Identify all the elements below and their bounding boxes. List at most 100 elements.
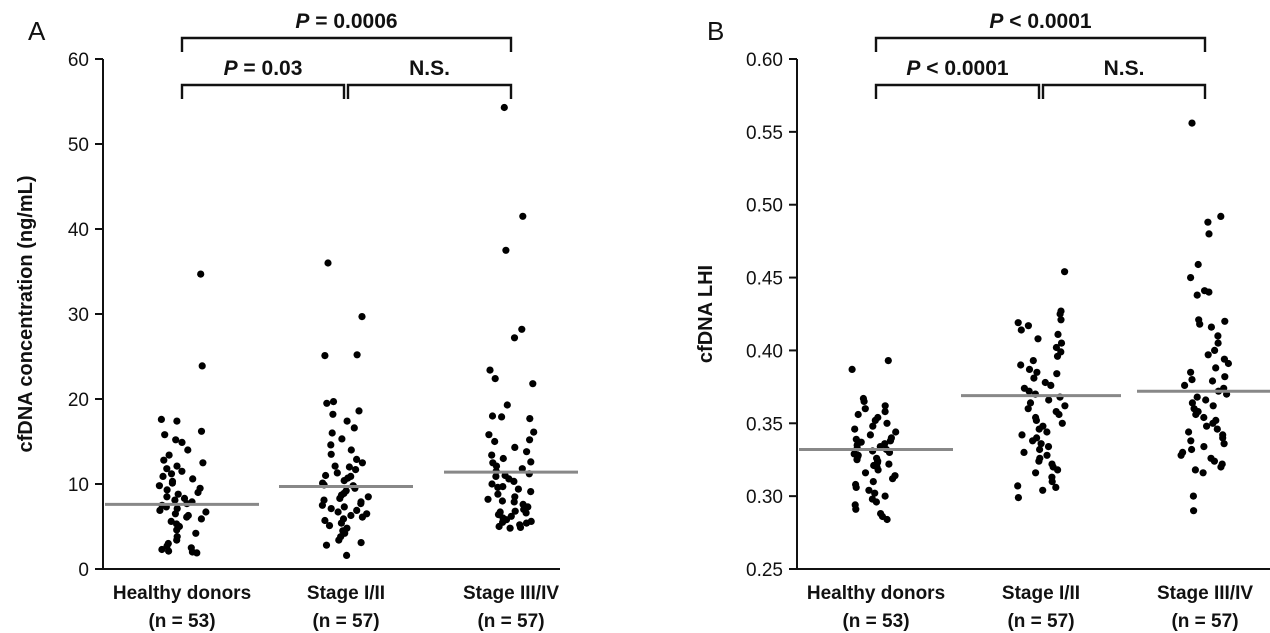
data-point: [1030, 374, 1038, 382]
data-point: [498, 413, 506, 421]
data-point: [358, 313, 366, 321]
data-point: [848, 365, 856, 373]
data-point: [503, 401, 511, 409]
x-category-n: (n = 57): [1007, 611, 1074, 632]
data-point: [1188, 399, 1196, 407]
data-point: [886, 437, 895, 445]
data-point: [197, 515, 205, 523]
data-point: [527, 458, 535, 466]
data-point: [160, 456, 168, 464]
data-point: [1205, 288, 1213, 296]
data-point: [499, 518, 507, 526]
data-point: [500, 103, 508, 112]
data-point: [172, 436, 180, 444]
data-point: [173, 462, 181, 470]
data-point: [352, 466, 360, 474]
data-point: [167, 470, 176, 478]
p-value-label: N.S.: [1104, 57, 1145, 80]
y-tick-label: 0.35: [746, 414, 783, 435]
data-point: [506, 524, 514, 532]
data-point: [511, 507, 519, 515]
data-point: [1025, 387, 1033, 395]
data-point: [1187, 437, 1195, 445]
data-point: [511, 443, 519, 451]
data-point: [161, 431, 169, 439]
data-point: [529, 380, 537, 388]
data-point: [881, 402, 889, 410]
data-point: [866, 431, 875, 439]
data-point: [1058, 419, 1066, 427]
data-point: [1220, 440, 1228, 448]
data-point: [1024, 405, 1032, 413]
panel-label: A: [28, 16, 46, 46]
data-point: [171, 510, 179, 518]
data-point: [1043, 451, 1051, 459]
data-point: [1187, 274, 1195, 282]
data-point: [329, 398, 338, 406]
data-point: [199, 459, 207, 467]
data-point: [165, 547, 173, 555]
data-point: [871, 489, 879, 497]
data-point: [1035, 425, 1043, 433]
y-tick-label: 0.25: [746, 560, 783, 581]
data-point: [885, 460, 893, 468]
data-point: [519, 212, 527, 220]
data-point: [159, 472, 167, 480]
data-point: [484, 495, 492, 503]
data-point: [1034, 335, 1042, 343]
x-category-label: Healthy donors: [113, 583, 251, 604]
data-point: [358, 459, 366, 467]
data-point: [1043, 428, 1051, 436]
data-point: [324, 259, 332, 267]
data-point: [322, 541, 331, 549]
data-point: [1217, 212, 1225, 220]
data-point: [1024, 322, 1032, 330]
data-point: [881, 492, 889, 500]
data-point: [364, 493, 372, 501]
data-point: [1212, 364, 1220, 372]
data-point: [337, 519, 345, 527]
data-point: [198, 362, 206, 370]
x-category-n: (n = 57): [312, 611, 379, 632]
data-point: [184, 446, 192, 454]
data-point: [355, 407, 363, 415]
data-point: [491, 375, 499, 383]
data-point: [1014, 319, 1022, 327]
data-point: [1014, 482, 1022, 490]
data-point: [865, 486, 873, 494]
p-value-text: = 0.03: [238, 57, 303, 80]
data-point: [488, 451, 496, 459]
data-point: [1033, 368, 1041, 376]
data-point: [1209, 419, 1217, 427]
p-value-text: < 0.0001: [920, 57, 1008, 80]
data-point: [1188, 119, 1196, 127]
data-point: [488, 412, 497, 420]
significance-bracket: [346, 83, 513, 99]
data-point: [353, 506, 361, 514]
data-point: [322, 471, 330, 480]
data-point: [1037, 440, 1045, 448]
data-point: [884, 357, 892, 365]
data-point: [336, 494, 344, 502]
p-value-label: P < 0.0001: [989, 10, 1091, 33]
data-point: [156, 506, 164, 514]
data-point: [171, 496, 179, 504]
data-point: [498, 497, 506, 505]
data-point: [1190, 507, 1198, 515]
data-point: [1057, 339, 1066, 347]
p-value-text: = 0.0006: [309, 10, 397, 33]
y-tick-label: 0.40: [746, 341, 783, 362]
data-point: [202, 508, 210, 516]
data-point: [853, 456, 861, 464]
data-point: [158, 545, 166, 554]
data-point: [1217, 463, 1225, 471]
data-point: [347, 472, 355, 480]
data-point: [321, 516, 329, 525]
data-point: [1210, 457, 1218, 465]
data-point: [174, 490, 182, 498]
data-point: [1204, 351, 1212, 359]
data-point: [1055, 410, 1063, 419]
data-point: [329, 410, 337, 418]
data-point: [1045, 396, 1053, 404]
data-point: [323, 399, 331, 407]
